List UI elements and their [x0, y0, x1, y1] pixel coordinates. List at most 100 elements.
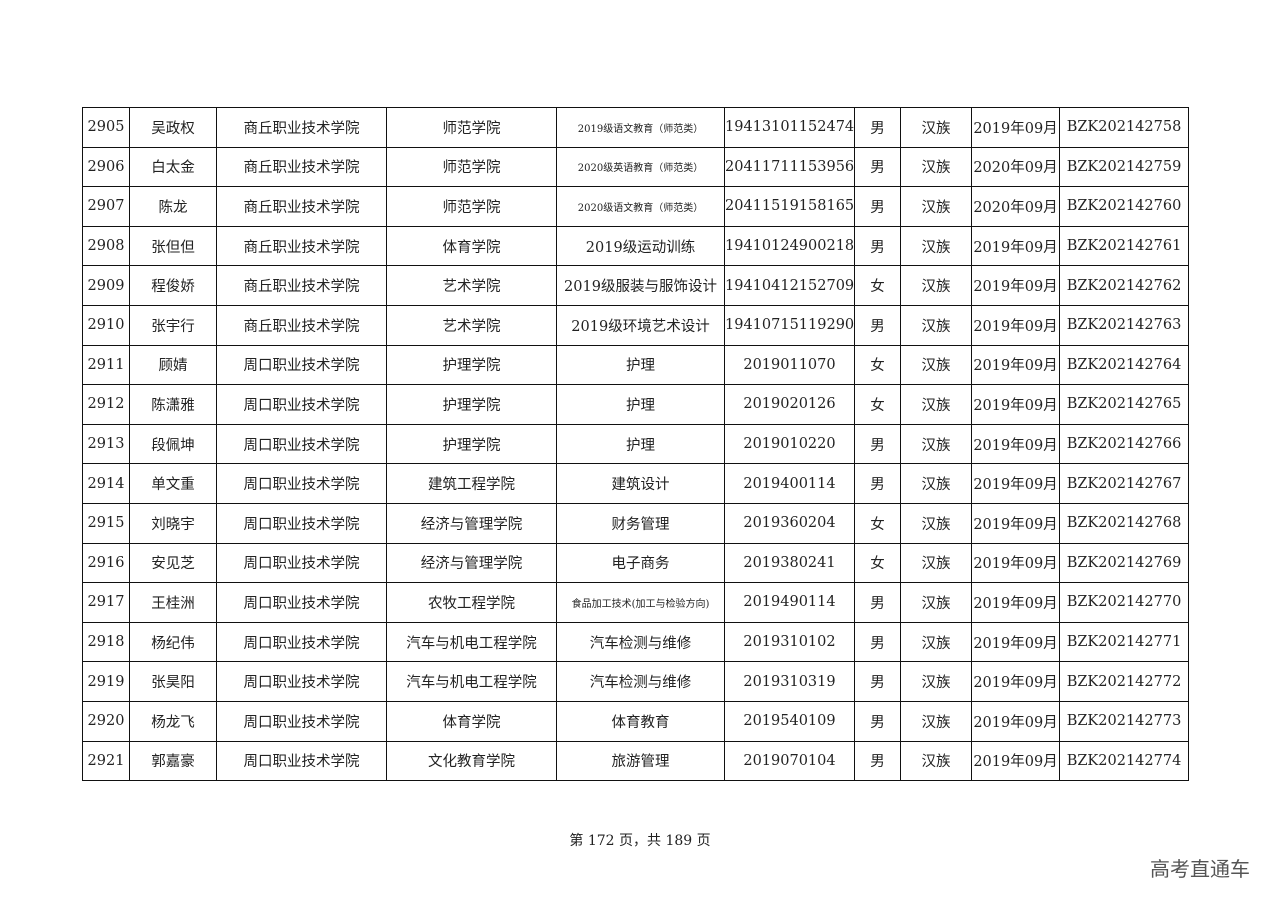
name-cell: 陈龙 — [129, 186, 217, 227]
ethnicity-cell: 汉族 — [900, 304, 972, 346]
enroll-date-cell: 2019年09月 — [971, 700, 1060, 742]
table-row: 2905 吴政权 商丘职业技术学院 师范学院 2019级语文教育（师范类） 1941310… — [82, 107, 1189, 148]
seq-cell: 2911 — [82, 344, 130, 386]
table-row: 2917 王桂洲 周口职业技术学院 农牧工程学院 食品加工技术(加工与检验方向) 2019… — [82, 582, 1189, 623]
enroll-date-cell: 2019年09月 — [971, 463, 1060, 504]
table-row: 2916 安见芝 周口职业技术学院 经济与管理学院 电子商务 2019380241 女汉族 2… — [82, 542, 1189, 584]
gender-cell: 女 — [854, 542, 901, 584]
college-cell: 护理学院 — [386, 384, 557, 425]
student-id-cell: 19410412152709 — [724, 265, 855, 306]
major-cell: 旅游管理 — [556, 740, 725, 782]
college-cell: 建筑工程学院 — [386, 463, 557, 504]
table-row: 2909 程俊娇 商丘职业技术学院 艺术学院 2019级服装与服饰设计 194104121… — [82, 265, 1189, 306]
college-cell: 汽车与机电工程学院 — [386, 621, 557, 663]
gender-cell: 男 — [854, 225, 901, 267]
major-cell: 财务管理 — [556, 502, 725, 544]
enroll-date-cell: 2019年09月 — [971, 265, 1060, 306]
name-cell: 郭嘉豪 — [129, 740, 217, 782]
college-cell: 体育学院 — [386, 225, 557, 267]
ethnicity-cell: 汉族 — [900, 384, 972, 425]
seq-cell: 2917 — [82, 582, 130, 623]
name-cell: 白太金 — [129, 146, 217, 188]
table-row: 2914 单文重 周口职业技术学院 建筑工程学院 建筑设计 2019400114 男汉族 20… — [82, 463, 1189, 504]
table-row: 2921 郭嘉豪 周口职业技术学院 文化教育学院 旅游管理 2019070104 男汉族 20… — [82, 740, 1189, 782]
school-cell: 周口职业技术学院 — [216, 700, 387, 742]
major-cell: 汽车检测与维修 — [556, 621, 725, 663]
cert-no-cell: BZK202142764 — [1059, 344, 1189, 386]
name-cell: 张昊阳 — [129, 661, 217, 702]
name-cell: 程俊娇 — [129, 265, 217, 306]
enroll-date-cell: 2019年09月 — [971, 107, 1060, 148]
school-cell: 周口职业技术学院 — [216, 344, 387, 386]
student-id-cell: 20411711153956 — [724, 146, 855, 188]
school-cell: 商丘职业技术学院 — [216, 265, 387, 306]
seq-cell: 2909 — [82, 265, 130, 306]
gender-cell: 男 — [854, 304, 901, 346]
school-cell: 周口职业技术学院 — [216, 463, 387, 504]
seq-cell: 2907 — [82, 186, 130, 227]
cert-no-cell: BZK202142761 — [1059, 225, 1189, 267]
cert-no-cell: BZK202142774 — [1059, 740, 1189, 782]
school-cell: 周口职业技术学院 — [216, 661, 387, 702]
table-body: 2905 吴政权 商丘职业技术学院 师范学院 2019级语文教育（师范类） 1941310… — [82, 107, 1189, 782]
major-cell: 护理 — [556, 344, 725, 386]
ethnicity-cell: 汉族 — [900, 225, 972, 267]
student-id-cell: 19410124900218 — [724, 225, 855, 267]
enroll-date-cell: 2019年09月 — [971, 621, 1060, 663]
school-cell: 周口职业技术学院 — [216, 384, 387, 425]
ethnicity-cell: 汉族 — [900, 621, 972, 663]
cert-no-cell: BZK202142766 — [1059, 423, 1189, 465]
table-row: 2912 陈潇雅 周口职业技术学院 护理学院 护理 2019020126 女汉族 2019年0… — [82, 384, 1189, 425]
table-row: 2911 顾婧 周口职业技术学院 护理学院 护理 2019011070 女汉族 2019年09… — [82, 344, 1189, 386]
student-id-cell: 2019310102 — [724, 621, 855, 663]
seq-cell: 2920 — [82, 700, 130, 742]
gender-cell: 男 — [854, 621, 901, 663]
name-cell: 吴政权 — [129, 107, 217, 148]
major-cell: 2019级语文教育（师范类） — [556, 107, 725, 148]
student-id-cell: 20411519158165 — [724, 186, 855, 227]
gender-cell: 男 — [854, 661, 901, 702]
enroll-date-cell: 2019年09月 — [971, 225, 1060, 267]
enroll-date-cell: 2019年09月 — [971, 344, 1060, 386]
enroll-date-cell: 2020年09月 — [971, 186, 1060, 227]
student-id-cell: 2019010220 — [724, 423, 855, 465]
cert-no-cell: BZK202142768 — [1059, 502, 1189, 544]
school-cell: 商丘职业技术学院 — [216, 304, 387, 346]
college-cell: 农牧工程学院 — [386, 582, 557, 623]
gender-cell: 男 — [854, 740, 901, 782]
table-row: 2915 刘晓宇 周口职业技术学院 经济与管理学院 财务管理 2019360204 女汉族 2… — [82, 502, 1189, 544]
ethnicity-cell: 汉族 — [900, 463, 972, 504]
cert-no-cell: BZK202142769 — [1059, 542, 1189, 584]
student-id-cell: 2019310319 — [724, 661, 855, 702]
college-cell: 师范学院 — [386, 107, 557, 148]
student-id-cell: 2019540109 — [724, 700, 855, 742]
name-cell: 段佩坤 — [129, 423, 217, 465]
student-table: 2905 吴政权 商丘职业技术学院 师范学院 2019级语文教育（师范类） 1941310… — [82, 107, 1189, 782]
watermark: 高考直通车 — [1150, 857, 1250, 881]
student-id-cell: 19413101152474 — [724, 107, 855, 148]
gender-cell: 男 — [854, 146, 901, 188]
seq-cell: 2914 — [82, 463, 130, 504]
college-cell: 经济与管理学院 — [386, 502, 557, 544]
enroll-date-cell: 2019年09月 — [971, 502, 1060, 544]
school-cell: 周口职业技术学院 — [216, 423, 387, 465]
college-cell: 师范学院 — [386, 186, 557, 227]
seq-cell: 2906 — [82, 146, 130, 188]
college-cell: 体育学院 — [386, 700, 557, 742]
enroll-date-cell: 2019年09月 — [971, 423, 1060, 465]
major-cell: 电子商务 — [556, 542, 725, 584]
name-cell: 顾婧 — [129, 344, 217, 386]
major-cell: 体育教育 — [556, 700, 725, 742]
school-cell: 周口职业技术学院 — [216, 621, 387, 663]
cert-no-cell: BZK202142770 — [1059, 582, 1189, 623]
major-cell: 2019级环境艺术设计 — [556, 304, 725, 346]
seq-cell: 2916 — [82, 542, 130, 584]
name-cell: 刘晓宇 — [129, 502, 217, 544]
major-cell: 2020级英语教育（师范类） — [556, 146, 725, 188]
seq-cell: 2908 — [82, 225, 130, 267]
table-row: 2919 张昊阳 周口职业技术学院 汽车与机电工程学院 汽车检测与维修 201931031… — [82, 661, 1189, 702]
page-number: 第 172 页，共 189 页 — [569, 833, 711, 849]
name-cell: 杨纪伟 — [129, 621, 217, 663]
ethnicity-cell: 汉族 — [900, 740, 972, 782]
student-id-cell: 2019011070 — [724, 344, 855, 386]
